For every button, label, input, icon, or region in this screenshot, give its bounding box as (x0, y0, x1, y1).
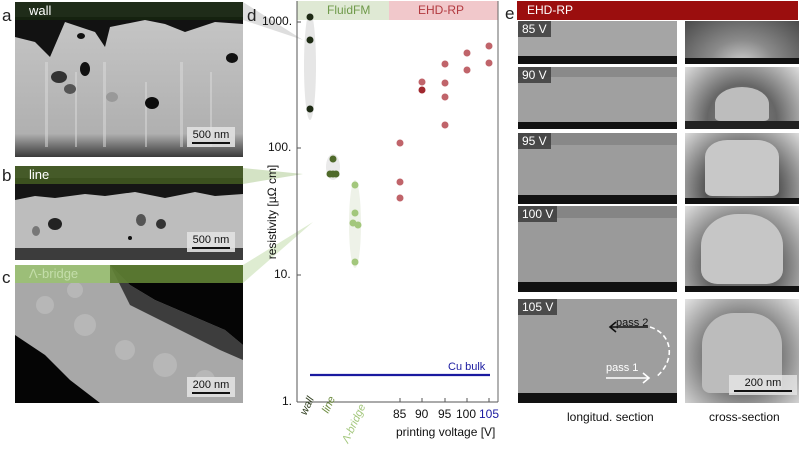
band-label-ehd: EHD-RP (418, 3, 465, 17)
voltage-label-105: 105 V (518, 299, 558, 315)
label-wall: wall (29, 3, 52, 18)
scale-bar-a: 500 nm (187, 127, 235, 147)
line-points (326, 155, 340, 178)
cu-bulk-label: Cu bulk (448, 361, 486, 373)
wall-points (306, 13, 314, 113)
label-band-bridge-highlight (15, 265, 110, 283)
sem-image-bridge: Λ-bridge 200 nm (15, 265, 243, 403)
x-tick-85: 85 (393, 407, 407, 421)
label-band-line: line (15, 166, 243, 184)
ehd-header-band: EHD-RP (517, 1, 798, 20)
y-tick-1000: 1000. (262, 14, 293, 28)
sem-texture-wall (15, 2, 243, 157)
voltage-label-100: 100 V (518, 206, 558, 222)
col-label-longitudinal: longitud. section (567, 410, 654, 424)
panel-letter-b: b (2, 166, 12, 185)
connector-line (243, 168, 303, 184)
longitudinal-90v: 90 V (518, 67, 677, 129)
pass-arrows (606, 321, 671, 384)
panel-letter-d: d (247, 6, 257, 25)
band-label-fluidfm: FluidFM (327, 3, 371, 17)
x-tick-105: 105 (479, 407, 500, 421)
connector-wall (243, 2, 303, 40)
label-band-wall: wall (15, 2, 243, 20)
connector-bridge (243, 222, 313, 283)
ehd-point-dark (418, 86, 426, 94)
col-label-cross: cross-section (709, 410, 780, 424)
wall-group-ellipse (304, 12, 316, 120)
scale-bar-text-c: 200 nm (192, 379, 230, 391)
voltage-label-90: 90 V (518, 67, 551, 83)
scale-bar-text-e: 200 nm (744, 377, 782, 389)
sem-image-line: line 500 nm (15, 166, 243, 260)
longitudinal-85v: 85 V (518, 21, 677, 64)
longitudinal-100v: 100 V (518, 206, 677, 292)
voltage-label-95: 95 V (518, 133, 551, 149)
label-line: line (29, 167, 50, 182)
x-tick-100: 100 (456, 407, 477, 421)
scale-bar-e: 200 nm (729, 375, 797, 395)
longitudinal-105v: 105 V pass 2 pass 1 (518, 299, 677, 403)
scale-bar-text-b: 500 nm (192, 234, 230, 246)
sem-texture-bridge (15, 265, 243, 403)
y-axis-label: resistivity [µΩ cm] (265, 164, 279, 260)
cross-section-90v (685, 67, 799, 129)
longitudinal-95v: 95 V (518, 133, 677, 204)
pass2-label: pass 2 (616, 317, 649, 329)
band-fluidfm (297, 1, 389, 20)
x-axis-label: printing voltage [V] (396, 425, 496, 439)
panel-letter-a: a (2, 6, 12, 25)
y-tick-10: 10. (274, 267, 291, 281)
connector-wedges (243, 2, 313, 283)
y-tick-1: 1. (282, 394, 293, 408)
scale-bar-c: 200 nm (187, 377, 235, 397)
panel-letter-e: e (505, 4, 515, 23)
resistivity-chart (296, 1, 499, 403)
cross-section-105v: 200 nm (685, 299, 799, 403)
cross-section-100v (685, 206, 799, 292)
x-tick-95: 95 (438, 407, 452, 421)
y-tick-100: 100. (268, 140, 292, 154)
panel-letter-c: c (2, 268, 11, 287)
scale-bar-text-a: 500 nm (192, 129, 230, 141)
voltage-label-85: 85 V (518, 21, 551, 37)
cross-section-95v (685, 133, 799, 204)
ehd-header-label: EHD-RP (527, 3, 574, 17)
x-tick-90: 90 (415, 407, 429, 421)
sem-image-wall: wall 500 nm (15, 2, 243, 157)
bridge-points (349, 181, 362, 266)
band-ehd (389, 1, 498, 20)
scale-bar-b: 500 nm (187, 232, 235, 252)
cross-section-85v (685, 21, 799, 64)
pass1-label: pass 1 (606, 362, 639, 374)
ehd-points (396, 42, 493, 202)
